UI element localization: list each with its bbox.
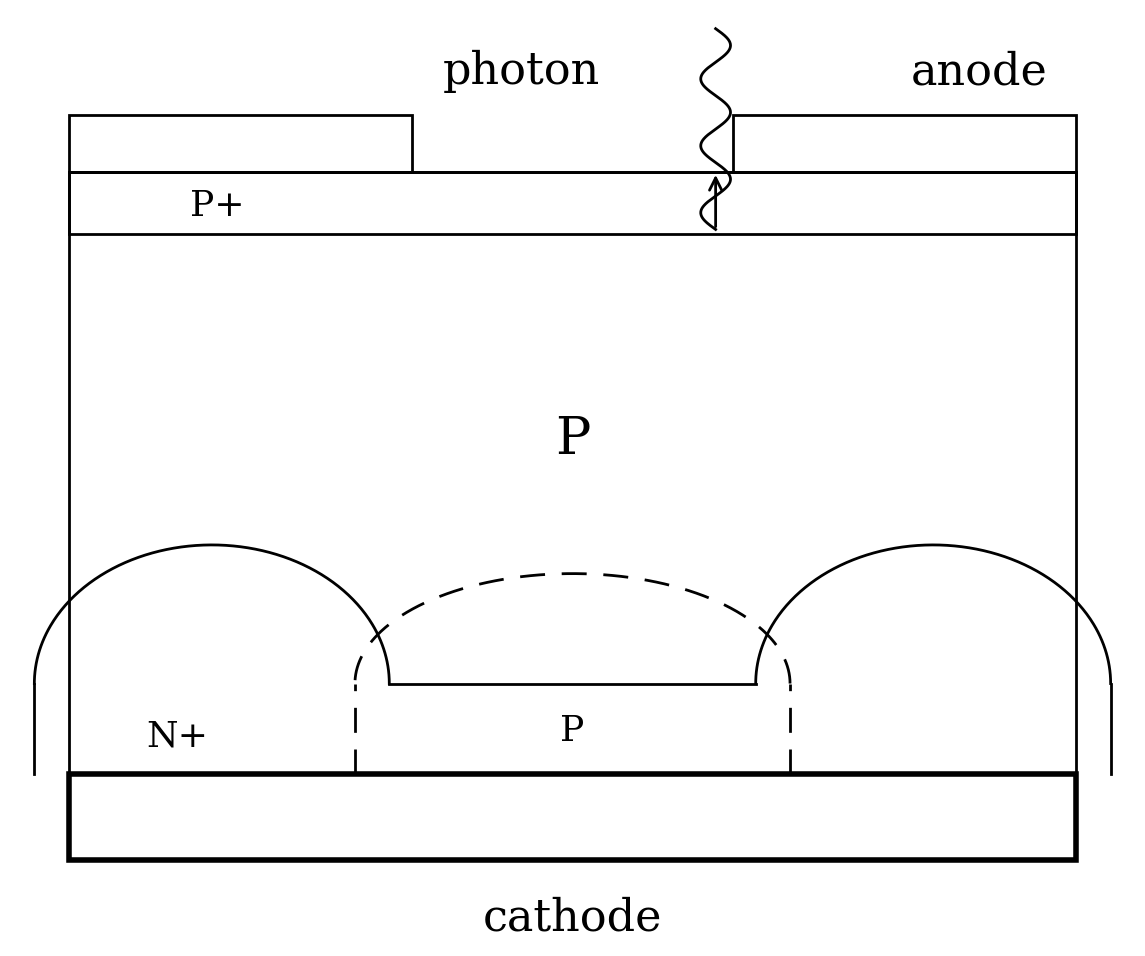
Text: N+: N+ [147,719,208,753]
Text: P: P [560,714,585,749]
Bar [69,774,1076,860]
Bar [69,115,412,172]
Text: P: P [555,414,590,466]
Text: anode: anode [910,50,1048,94]
Bar [69,172,1076,860]
Bar [733,115,1076,172]
Bar [69,172,1076,234]
Text: photon: photon [442,50,600,94]
Text: cathode: cathode [483,896,662,940]
Text: P+: P+ [190,188,245,223]
